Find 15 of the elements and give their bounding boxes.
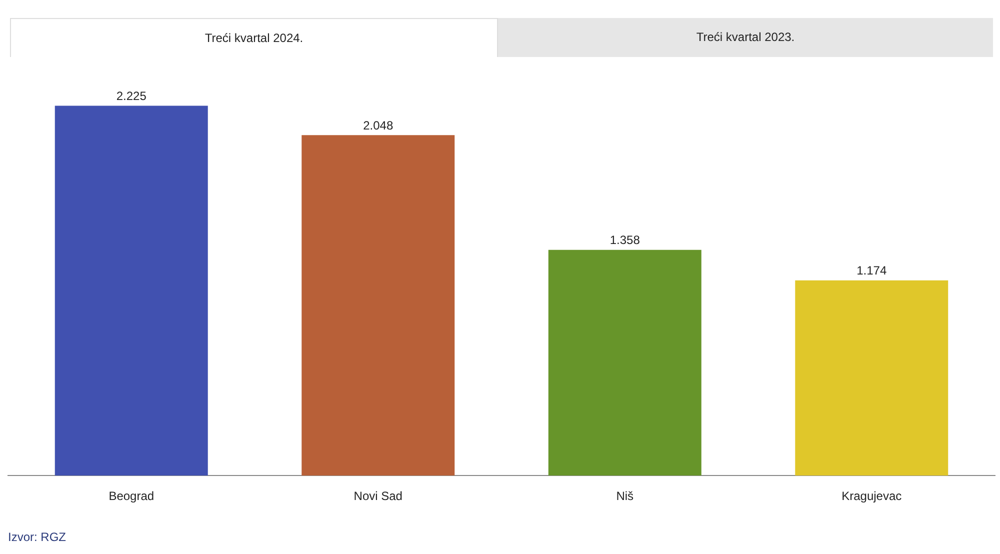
x-tick-label: Beograd: [108, 489, 154, 504]
text: Treći kvartal 2023.: [498, 18, 993, 57]
data-label: 1.358: [610, 233, 640, 248]
data-label: 1.174: [856, 264, 887, 278]
bar: [795, 280, 948, 476]
x-tick-label: Niš: [616, 489, 634, 504]
chart-title: Treći kvartal 2024.: [10, 18, 498, 57]
x-tick-label: Kragujevac: [842, 489, 902, 504]
bar: [302, 135, 455, 476]
bar: [54, 106, 208, 476]
data-label: 2.048: [363, 118, 394, 132]
text: Izvor: RGZ: [8, 530, 66, 544]
x-tick-label: Novi Sad: [354, 489, 402, 504]
bar: [548, 250, 702, 476]
data-label: 2.225: [116, 89, 147, 104]
